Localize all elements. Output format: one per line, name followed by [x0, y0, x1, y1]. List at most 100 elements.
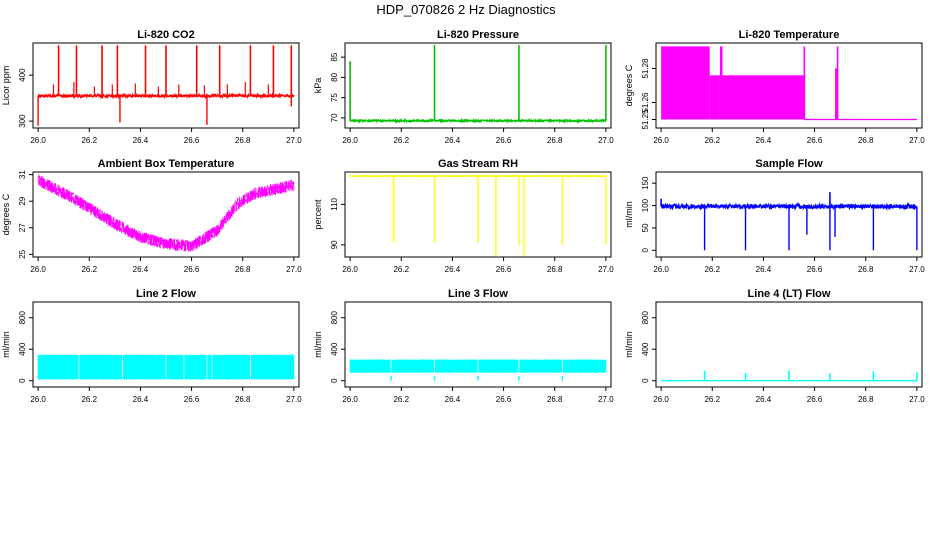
y-tick-label: 400 [330, 342, 339, 356]
x-tick-label: 26.6 [184, 265, 200, 274]
plot-frame [32, 42, 300, 129]
series-li-820-co2 [37, 45, 295, 126]
y-tick-label: 400 [641, 342, 650, 356]
series-ambient-box-temperature [37, 174, 295, 252]
panel-title: Line 4 (LT) Flow [748, 288, 831, 300]
y-tick-label: 400 [18, 68, 27, 82]
panel-title: Li-820 Temperature [739, 29, 840, 41]
panel-gas-stream-rh: Gas Stream RH percent 26.0 26.2 26.4 26.6 26.8… [313, 158, 614, 274]
x-tick-label: 26.2 [81, 395, 97, 404]
data-band [722, 75, 805, 120]
data-series-band [349, 359, 607, 373]
x-tick-label: 26.4 [445, 265, 461, 274]
y-tick-label: 85 [330, 52, 339, 61]
x-tick-label: 26.8 [547, 265, 563, 274]
y-tick-label: 150 [641, 176, 650, 190]
data-series-band [37, 174, 295, 252]
data-series-line [660, 201, 918, 211]
x-tick-label: 26.6 [807, 265, 823, 274]
y-tick-label: 110 [330, 197, 339, 210]
y-axis-label: kPa [313, 78, 323, 94]
y-axis-label: ml/min [313, 331, 323, 358]
x-tick-label: 26.0 [30, 395, 46, 404]
y-tick-label: 80 [330, 72, 339, 81]
x-tick-label: 26.4 [756, 395, 772, 404]
x-tick-label: 27.0 [909, 136, 925, 145]
x-tick-label: 26.2 [704, 136, 720, 145]
x-tick-label: 26.2 [393, 136, 409, 145]
plot-frame [344, 301, 612, 388]
x-tick-label: 26.2 [393, 395, 409, 404]
panel-title: Li-820 Pressure [437, 29, 519, 41]
x-tick-label: 26.8 [858, 265, 874, 274]
x-tick-label: 27.0 [286, 395, 302, 404]
y-axis-label: ml/min [624, 201, 634, 228]
series-sample-flow [660, 192, 918, 251]
figure-title: HDP_070826 2 Hz Diagnostics [376, 2, 556, 17]
y-tick-label: 0 [641, 248, 650, 253]
y-axis-label: ml/min [1, 331, 11, 358]
x-tick-label: 26.4 [756, 265, 772, 274]
panel-li-820-pressure: Li-820 Pressure kPa 26.0 26.2 26.4 26.6 26.8 27… [313, 29, 614, 145]
x-tick-label: 26.4 [133, 265, 149, 274]
y-tick-label: 27 [18, 223, 27, 232]
x-tick-label: 26.0 [653, 136, 669, 145]
x-tick-label: 26.8 [235, 265, 251, 274]
series-line-3-flow [349, 359, 607, 381]
y-tick-label: 800 [18, 311, 27, 325]
data-band [719, 46, 723, 120]
panel-li-820-co2: Li-820 CO2 Licor ppm 26.0 26.2 26.4 26.6 26.8 2… [1, 29, 302, 145]
y-tick-label: 0 [18, 378, 27, 383]
x-tick-label: 26.4 [133, 136, 149, 145]
y-tick-label: 25 [18, 249, 27, 258]
x-tick-label: 26.6 [184, 395, 200, 404]
data-series-band [37, 354, 295, 380]
x-tick-label: 26.6 [807, 395, 823, 404]
x-tick-label: 26.4 [445, 136, 461, 145]
y-tick-label: 90 [330, 240, 339, 249]
panel-line-4-lt-flow: Line 4 (LT) Flow ml/min 26.0 26.2 26.4 26.6 26… [624, 288, 925, 404]
y-tick-label: 0 [330, 378, 339, 383]
x-tick-label: 26.8 [235, 136, 251, 145]
series-line-4-lt-flow [660, 370, 918, 382]
x-tick-label: 27.0 [598, 136, 614, 145]
x-tick-label: 26.8 [235, 395, 251, 404]
panel-title: Gas Stream RH [438, 158, 518, 170]
x-tick-label: 26.6 [496, 136, 512, 145]
plot-frame [655, 301, 923, 388]
x-tick-label: 26.8 [858, 136, 874, 145]
panel-li-820-temperature: Li-820 Temperature degrees C 26.0 26.2 26.4 2… [624, 29, 925, 145]
plot-frame [344, 171, 612, 258]
x-tick-label: 26.6 [184, 136, 200, 145]
y-tick-label: 70 [330, 113, 339, 122]
x-tick-label: 26.6 [807, 136, 823, 145]
x-tick-label: 27.0 [598, 395, 614, 404]
x-tick-label: 26.0 [342, 265, 358, 274]
y-axis-label: ml/min [624, 331, 634, 358]
chart-panels: Li-820 CO2 Licor ppm 26.0 26.2 26.4 26.6 26.8 2… [1, 29, 925, 404]
y-tick-label: 0 [641, 378, 650, 383]
plot-frame [655, 171, 923, 258]
panel-title: Line 3 Flow [448, 288, 508, 300]
x-tick-label: 26.4 [756, 136, 772, 145]
y-tick-label: 51.28 [641, 58, 650, 79]
panel-title: Line 2 Flow [136, 288, 196, 300]
y-axis-label: Licor ppm [1, 66, 11, 106]
x-tick-label: 27.0 [909, 265, 925, 274]
y-tick-label: 29 [18, 196, 27, 205]
y-tick-label: 800 [641, 311, 650, 325]
x-tick-label: 26.2 [704, 395, 720, 404]
series-gas-stream-rh [349, 174, 607, 256]
x-tick-label: 26.0 [30, 265, 46, 274]
x-tick-label: 26.0 [342, 136, 358, 145]
x-tick-label: 26.4 [133, 395, 149, 404]
y-tick-label: 51.26 [641, 92, 650, 113]
plot-frame [32, 301, 300, 388]
data-band [661, 46, 710, 120]
x-tick-label: 26.0 [342, 395, 358, 404]
plot-frame [344, 42, 612, 129]
panel-title: Li-820 CO2 [137, 29, 194, 41]
y-tick-label: 31 [18, 170, 27, 179]
x-tick-label: 26.2 [81, 265, 97, 274]
x-tick-label: 26.4 [445, 395, 461, 404]
